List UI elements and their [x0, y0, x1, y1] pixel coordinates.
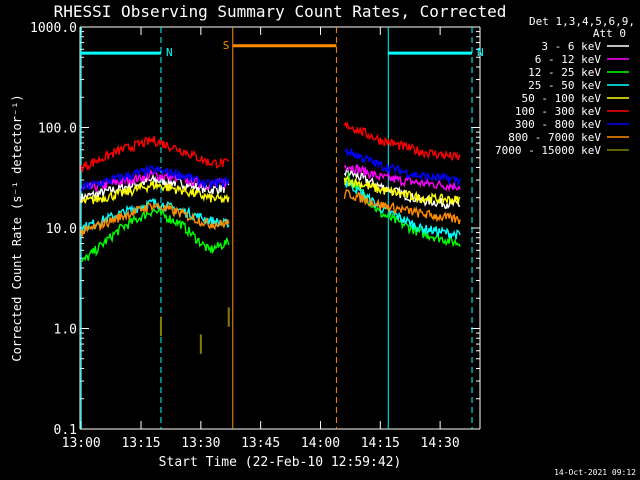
x-tick-label-1: 13:15: [121, 436, 160, 451]
y-tick-label-3: 100.0: [38, 122, 77, 137]
series-7-line-0: [80, 201, 230, 237]
legend-label-4: 50 - 100 keV: [522, 92, 602, 105]
legend-label-8: 7000 - 15000 keV: [495, 144, 601, 157]
flag-label-1: N: [477, 46, 484, 59]
x-tick-label-6: 14:30: [421, 436, 460, 451]
series-6-line-1: [343, 147, 461, 188]
series-6-line-0: [80, 164, 230, 193]
x-tick-label-4: 14:00: [301, 436, 340, 451]
legend-title-line2: Att 0: [593, 27, 626, 40]
series-7: [80, 188, 461, 237]
y-axis-label: Corrected Count Rate (s⁻¹ detector⁻¹): [10, 94, 24, 361]
legend-label-1: 6 - 12 keV: [535, 53, 602, 66]
x-tick-label-3: 13:45: [241, 436, 280, 451]
series-5-line-0: [80, 135, 230, 173]
series-0-line-0: [80, 173, 230, 203]
legend-label-5: 100 - 300 keV: [515, 105, 601, 118]
legend-label-2: 12 - 25 keV: [528, 66, 601, 79]
legend-label-6: 300 - 800 keV: [515, 118, 601, 131]
x-axis-label: Start Time (22-Feb-10 12:59:42): [159, 455, 402, 470]
legend-label-0: 3 - 6 keV: [541, 40, 601, 53]
series-6: [80, 147, 461, 193]
plot-area: 13:00 13:15 13:30 13:45 14:00 14:15 14:30 0.1 1.…: [30, 21, 484, 451]
generation-timestamp: 14-Oct-2021 09:12: [554, 468, 636, 477]
series-4-line-0: [80, 180, 230, 204]
chart-title: RHESSI Observing Summary Count Rates, Co…: [54, 2, 507, 21]
series-3-line-1: [343, 179, 461, 240]
series-lines: [80, 121, 461, 354]
legend-label-7: 800 - 7000 keV: [508, 131, 601, 144]
y-tick-label-2: 10.0: [46, 222, 77, 237]
series-7-line-1: [343, 188, 461, 225]
x-tick-label-5: 14:15: [361, 436, 400, 451]
y-tick-label-0: 0.1: [54, 423, 77, 438]
x-tick-label-0: 13:00: [62, 436, 101, 451]
legend-label-3: 25 - 50 keV: [528, 79, 601, 92]
series-2-line-0: [80, 208, 230, 263]
legend-title-line1: Det 1,3,4,5,6,9,: [529, 15, 635, 28]
series-1-line-1: [343, 164, 461, 193]
series-8: [159, 307, 230, 354]
series-4-line-1: [343, 175, 461, 205]
y-tick-label-1: 1.0: [54, 323, 77, 338]
series-4: [80, 175, 461, 205]
series-5: [80, 121, 461, 173]
axis-ticks: 13:00 13:15 13:30 13:45 14:00 14:15 14:30 0.1 1.…: [30, 21, 480, 451]
status-flag-bars: N NS: [80, 39, 484, 59]
x-tick-label-2: 13:30: [181, 436, 220, 451]
status-vertical-lines: [80, 27, 473, 429]
flag-label-2: S: [223, 39, 230, 52]
flag-label-0: N: [166, 46, 173, 59]
y-tick-label-4: 1000.0: [30, 21, 77, 36]
series-5-line-1: [343, 121, 461, 162]
